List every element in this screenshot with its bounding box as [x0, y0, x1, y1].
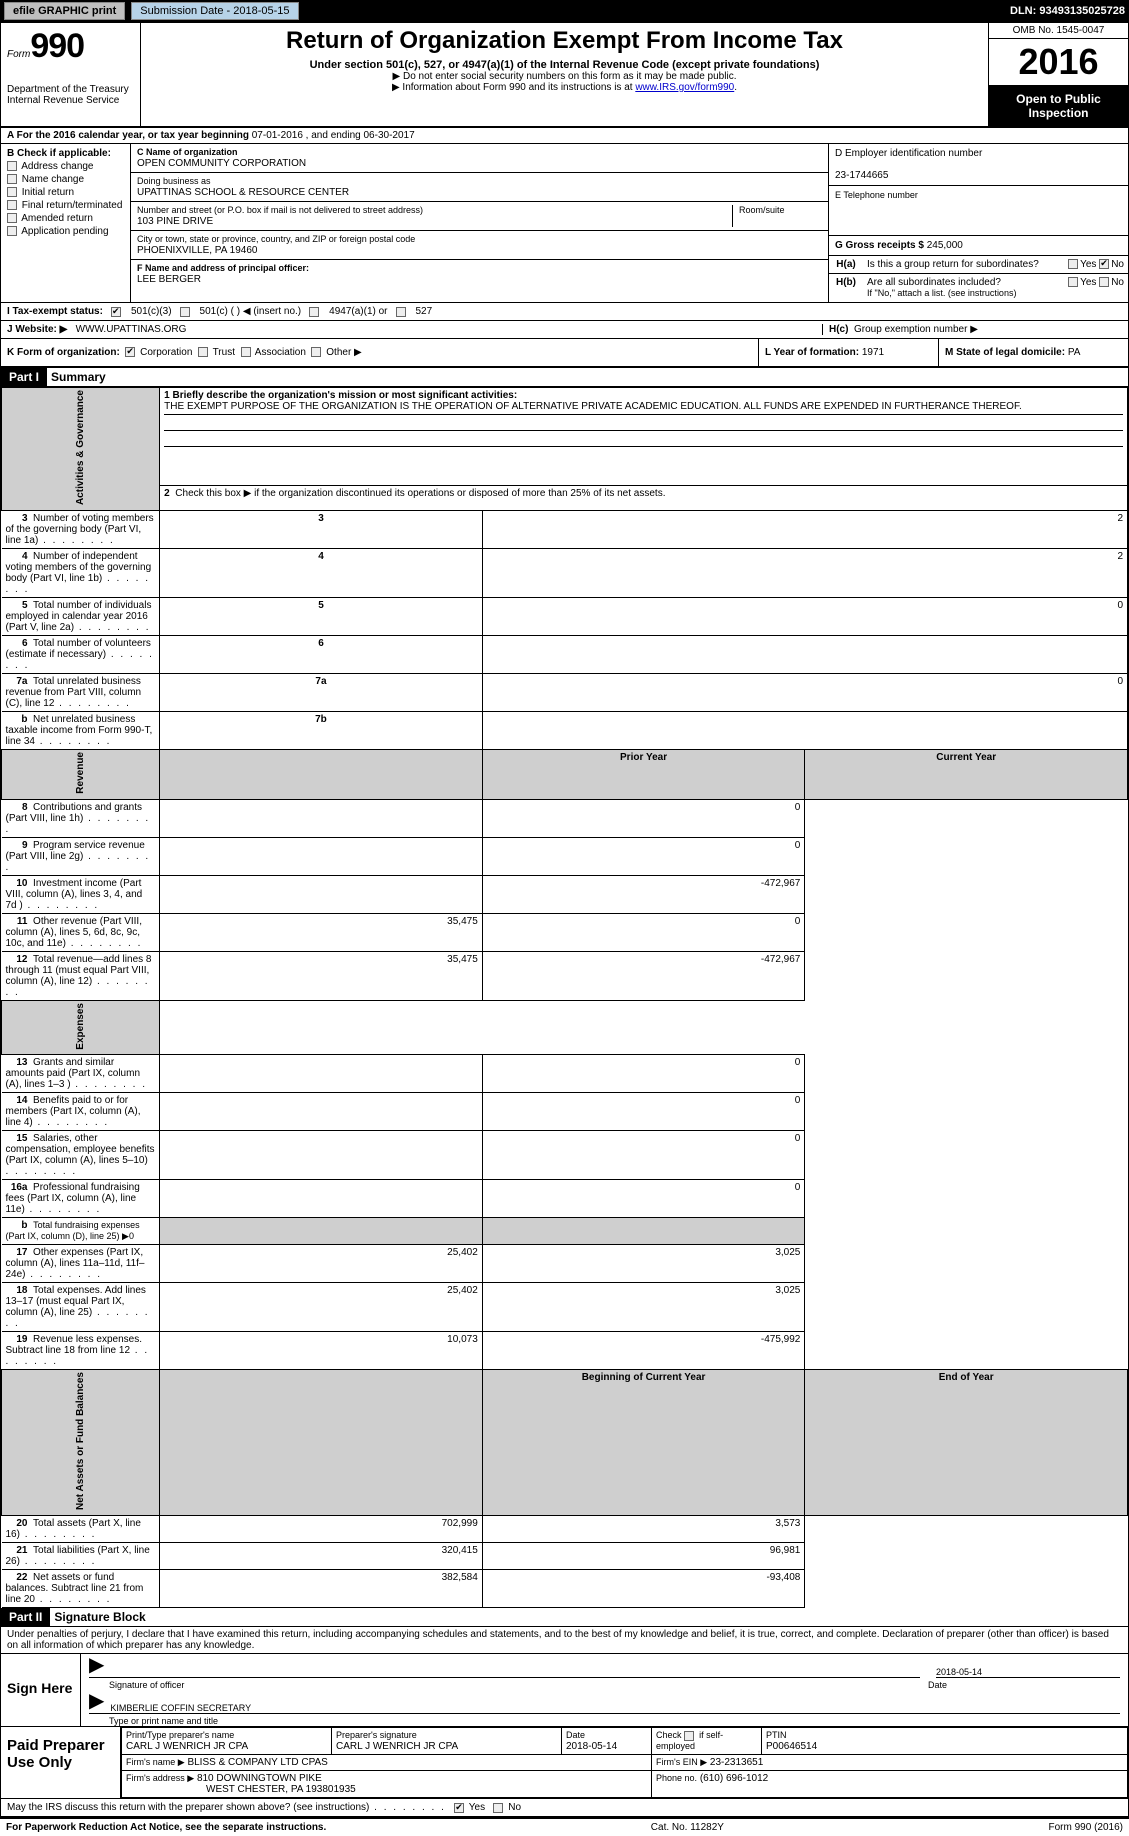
state-domicile: PA — [1068, 347, 1081, 358]
principal-officer: LEE BERGER — [137, 274, 201, 285]
ein: 23-1744665 — [835, 170, 888, 181]
top-toolbar: efile GRAPHIC print Submission Date - 20… — [0, 0, 1129, 22]
form-number: 990 — [30, 27, 84, 65]
firm-city: WEST CHESTER, PA 193801935 — [126, 1784, 356, 1795]
tip-info: ▶ Information about Form 990 and its ins… — [149, 82, 980, 93]
paid-preparer-label: Paid Preparer Use Only — [1, 1727, 121, 1798]
submission-date: Submission Date - 2018-05-15 — [131, 2, 298, 20]
part-i-header: Part I — [1, 368, 47, 386]
omb-number: OMB No. 1545-0047 — [989, 23, 1128, 39]
sig-date: 2018-05-14 — [936, 1656, 1120, 1678]
chk-4947[interactable] — [309, 307, 319, 317]
chk-self-employed[interactable] — [684, 1731, 694, 1741]
chk-association[interactable] — [241, 347, 251, 357]
tax-year: 2016 — [989, 39, 1128, 86]
side-revenue: Revenue — [75, 752, 86, 794]
chk-other[interactable] — [311, 347, 321, 357]
form-subtitle: Under section 501(c), 527, or 4947(a)(1)… — [149, 59, 980, 71]
website: WWW.UPATTINAS.ORG — [76, 324, 187, 335]
mission-text: THE EXEMPT PURPOSE OF THE ORGANIZATION I… — [164, 401, 1022, 412]
chk-501c3[interactable] — [111, 307, 121, 317]
preparer-name: CARL J WENRICH JR CPA — [126, 1741, 248, 1752]
ptin: P00646514 — [766, 1741, 817, 1752]
firm-address: 810 DOWNINGTOWN PIKE — [197, 1773, 322, 1784]
gross-receipts: 245,000 — [927, 240, 963, 251]
officer-name: KIMBERLIE COFFIN SECRETARY — [110, 1703, 251, 1713]
row-i-tax-status: I Tax-exempt status: 501(c)(3) 501(c) ( … — [1, 303, 1128, 321]
dba: UPATTINAS SCHOOL & RESOURCE CENTER — [137, 187, 349, 198]
year-formation: 1971 — [862, 347, 884, 358]
chk-name-change[interactable] — [7, 174, 17, 184]
firm-name: BLISS & COMPANY LTD CPAS — [187, 1757, 327, 1768]
tip-ssn: ▶ Do not enter social security numbers o… — [149, 71, 980, 82]
chk-amended-return[interactable] — [7, 213, 17, 223]
col-b-checkboxes: B Check if applicable: Address change Na… — [1, 144, 131, 302]
side-governance: Activities & Governance — [75, 390, 86, 505]
irs-link[interactable]: www.IRS.gov/form990 — [635, 82, 734, 93]
chk-discuss-no[interactable] — [493, 1803, 503, 1813]
chk-trust[interactable] — [198, 347, 208, 357]
part-i-table: Activities & Governance 1 Briefly descri… — [1, 387, 1128, 1608]
form-header: Form990 Department of the Treasury Inter… — [1, 23, 1128, 128]
perjury-declaration: Under penalties of perjury, I declare th… — [1, 1627, 1128, 1654]
chk-discuss-yes[interactable] — [454, 1803, 464, 1813]
street-address: 103 PINE DRIVE — [137, 216, 213, 227]
open-to-public: Open to Public Inspection — [989, 86, 1128, 126]
chk-527[interactable] — [396, 307, 406, 317]
part-ii-header: Part II — [1, 1608, 50, 1626]
firm-ein: 23-2313651 — [710, 1757, 763, 1768]
city-state-zip: PHOENIXVILLE, PA 19460 — [137, 245, 257, 256]
org-name: OPEN COMMUNITY CORPORATION — [137, 158, 306, 169]
dln: DLN: 93493135025728 — [1010, 5, 1125, 17]
chk-initial-return[interactable] — [7, 187, 17, 197]
form-990: Form990 Department of the Treasury Inter… — [0, 22, 1129, 1819]
sign-here-label: Sign Here — [1, 1654, 81, 1726]
dept-treasury: Department of the Treasury Internal Reve… — [7, 84, 134, 106]
chk-application-pending[interactable] — [7, 226, 17, 236]
side-net-assets: Net Assets or Fund Balances — [75, 1372, 86, 1510]
page-footer: For Paperwork Reduction Act Notice, see … — [0, 1819, 1129, 1836]
form-word: Form — [7, 49, 30, 60]
prep-date: 2018-05-14 — [566, 1741, 617, 1752]
row-a-tax-year: A For the 2016 calendar year, or tax yea… — [1, 128, 1128, 144]
chk-final-return-terminated[interactable] — [7, 200, 17, 210]
chk-corporation[interactable] — [125, 347, 135, 357]
form-title: Return of Organization Exempt From Incom… — [149, 27, 980, 55]
chk-501c[interactable] — [180, 307, 190, 317]
chk-address-change[interactable] — [7, 161, 17, 171]
preparer-sig: CARL J WENRICH JR CPA — [336, 1741, 458, 1752]
side-expenses: Expenses — [75, 1003, 86, 1050]
discuss-row: May the IRS discuss this return with the… — [1, 1799, 1128, 1818]
efile-print-button[interactable]: efile GRAPHIC print — [4, 2, 125, 20]
firm-phone: (610) 696-1012 — [700, 1773, 768, 1784]
